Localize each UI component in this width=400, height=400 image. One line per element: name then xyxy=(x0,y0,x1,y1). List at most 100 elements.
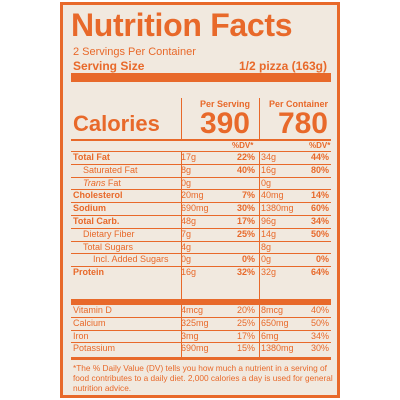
nutrient-name: Total Carb. xyxy=(73,216,120,226)
amount-per-container: 1380mg xyxy=(261,203,294,214)
dv-per-serving: 25% xyxy=(236,228,255,239)
vitamin-row: Calcium 325mg 25% 650mg 50% xyxy=(71,316,331,329)
amount-per-serving: 0g xyxy=(181,254,192,265)
dv-per-container: 50% xyxy=(310,228,329,239)
dv-per-container: 60% xyxy=(310,203,329,214)
nutrient-name: Total Sugars xyxy=(83,241,134,252)
amount-per-container: 96g xyxy=(261,216,277,226)
nutrient-row: Protein 16g 32% 32g 64% xyxy=(71,266,331,278)
column-line-serving xyxy=(181,151,182,357)
nutrient-name: Calcium xyxy=(73,317,106,328)
nutrient-name: Trans Fat xyxy=(83,177,121,188)
per-container-header: Per Container 780 xyxy=(259,98,332,140)
amount-per-serving: 690mg xyxy=(181,343,209,354)
amount-per-container: 34g xyxy=(261,152,277,162)
dv-per-container: 50% xyxy=(310,317,329,328)
dv-per-serving: 17% xyxy=(236,330,255,341)
servings-per-container: 2 Servings Per Container xyxy=(73,46,196,58)
dv-per-serving: 7% xyxy=(241,190,255,201)
nutrient-row: Incl. Added Sugars 0g 0% 0g 0% xyxy=(71,253,331,265)
amount-per-container: 0g xyxy=(261,254,272,265)
amount-per-serving: 48g xyxy=(181,216,197,226)
serving-size-label: Serving Size xyxy=(73,59,145,73)
dv-per-serving: 40% xyxy=(236,164,255,175)
calories-label: Calories xyxy=(73,111,160,136)
calories-per-serving: 390 xyxy=(199,107,250,140)
nutrient-row: Total Carb. 48g 17% 96g 34% xyxy=(71,215,331,227)
dv-per-container: 40% xyxy=(310,305,329,315)
amount-per-serving: 4g xyxy=(181,241,192,252)
dv-per-container: 80% xyxy=(310,164,329,175)
amount-per-serving: 4mcg xyxy=(181,305,204,315)
nutrient-row: Saturated Fat 8g 40% 16g 80% xyxy=(71,163,331,176)
nutrient-name: Protein xyxy=(73,267,105,278)
amount-per-container: 6mg xyxy=(261,330,279,341)
per-serving-label: Per Serving xyxy=(199,99,250,109)
nutrient-row: Sodium 690mg 30% 1380mg 60% xyxy=(71,202,331,214)
amount-per-container: 14g xyxy=(261,228,277,239)
nutrient-row: Trans Fat 0g 0g xyxy=(71,176,331,189)
nutrient-name: Total Fat xyxy=(73,152,110,162)
amount-per-container: 32g xyxy=(261,267,277,278)
dv-per-serving: 15% xyxy=(236,343,255,354)
amount-per-container: 16g xyxy=(261,164,277,175)
nutrient-name: Saturated Fat xyxy=(83,164,138,175)
column-line-container xyxy=(259,151,260,357)
nutrient-row: Total Sugars 4g 8g xyxy=(71,240,331,253)
dv-per-serving: 30% xyxy=(236,203,255,214)
amount-per-container: 40mg xyxy=(261,190,284,201)
label-title: Nutrition Facts xyxy=(71,7,293,43)
amount-per-serving: 0g xyxy=(181,177,192,188)
nutrient-name: Iron xyxy=(73,330,89,341)
nutrient-row: Dietary Fiber 7g 25% 14g 50% xyxy=(71,227,331,240)
nutrient-name: Vitamin D xyxy=(73,305,112,315)
dv-per-container: 30% xyxy=(310,343,329,354)
dv-per-serving: 22% xyxy=(236,152,255,162)
amount-per-serving: 8g xyxy=(181,164,192,175)
thick-divider-top xyxy=(71,73,331,82)
dv-per-container: 34% xyxy=(310,216,329,226)
dv-per-container: 0% xyxy=(315,254,329,265)
nutrient-name: Dietary Fiber xyxy=(83,228,135,239)
amount-per-container: 0g xyxy=(261,177,272,188)
thick-divider-vitamins xyxy=(71,299,331,304)
vitamin-row: Vitamin D 4mcg 20% 8mcg 40% xyxy=(71,304,331,316)
nutrient-name: Cholesterol xyxy=(73,190,123,201)
dv-per-container: 64% xyxy=(310,267,329,278)
amount-per-container: 8g xyxy=(261,241,272,252)
dv-per-serving: 25% xyxy=(236,317,255,328)
dv-per-serving: 20% xyxy=(236,305,255,315)
dv-header-serving: %DV* xyxy=(232,141,254,150)
amount-per-serving: 17g xyxy=(181,152,197,162)
dv-header-container: %DV* xyxy=(309,141,331,150)
dv-per-serving: 0% xyxy=(241,254,255,265)
nutrient-row: Total Fat 17g 22% 34g 44% xyxy=(71,151,331,163)
nutrient-name: Sodium xyxy=(73,203,106,214)
dv-per-serving: 17% xyxy=(236,216,255,226)
divider-calories xyxy=(71,139,331,141)
footnote: *The % Daily Value (DV) tells you how mu… xyxy=(73,363,333,393)
dv-per-container: 44% xyxy=(310,152,329,162)
amount-per-serving: 690mg xyxy=(181,203,209,214)
amount-per-container: 650mg xyxy=(261,317,289,328)
per-serving-header: Per Serving 390 xyxy=(181,98,254,140)
nutrient-row: Cholesterol 20mg 7% 40mg 14% xyxy=(71,189,331,201)
vitamin-row: Iron 3mg 17% 6mg 34% xyxy=(71,329,331,342)
divider-footnote xyxy=(71,357,331,360)
nutrition-facts-label: Nutrition Facts 2 Servings Per Container… xyxy=(60,2,340,398)
amount-per-container: 1380mg xyxy=(261,343,294,354)
per-container-label: Per Container xyxy=(268,99,328,109)
calories-per-container: 780 xyxy=(277,107,328,140)
amount-per-serving: 16g xyxy=(181,267,197,278)
dv-per-container: 34% xyxy=(310,330,329,341)
amount-per-serving: 20mg xyxy=(181,190,204,201)
dv-per-serving: 32% xyxy=(236,267,255,278)
vitamin-row: Potassium 690mg 15% 1380mg 30% xyxy=(71,342,331,354)
nutrient-name: Incl. Added Sugars xyxy=(93,254,169,265)
nutrient-name: Potassium xyxy=(73,343,116,354)
nutrient-name-prefix: Trans xyxy=(83,177,106,188)
amount-per-serving: 3mg xyxy=(181,330,199,341)
serving-size-value: 1/2 pizza (163g) xyxy=(238,59,327,73)
amount-per-container: 8mcg xyxy=(261,305,284,315)
amount-per-serving: 7g xyxy=(181,228,192,239)
